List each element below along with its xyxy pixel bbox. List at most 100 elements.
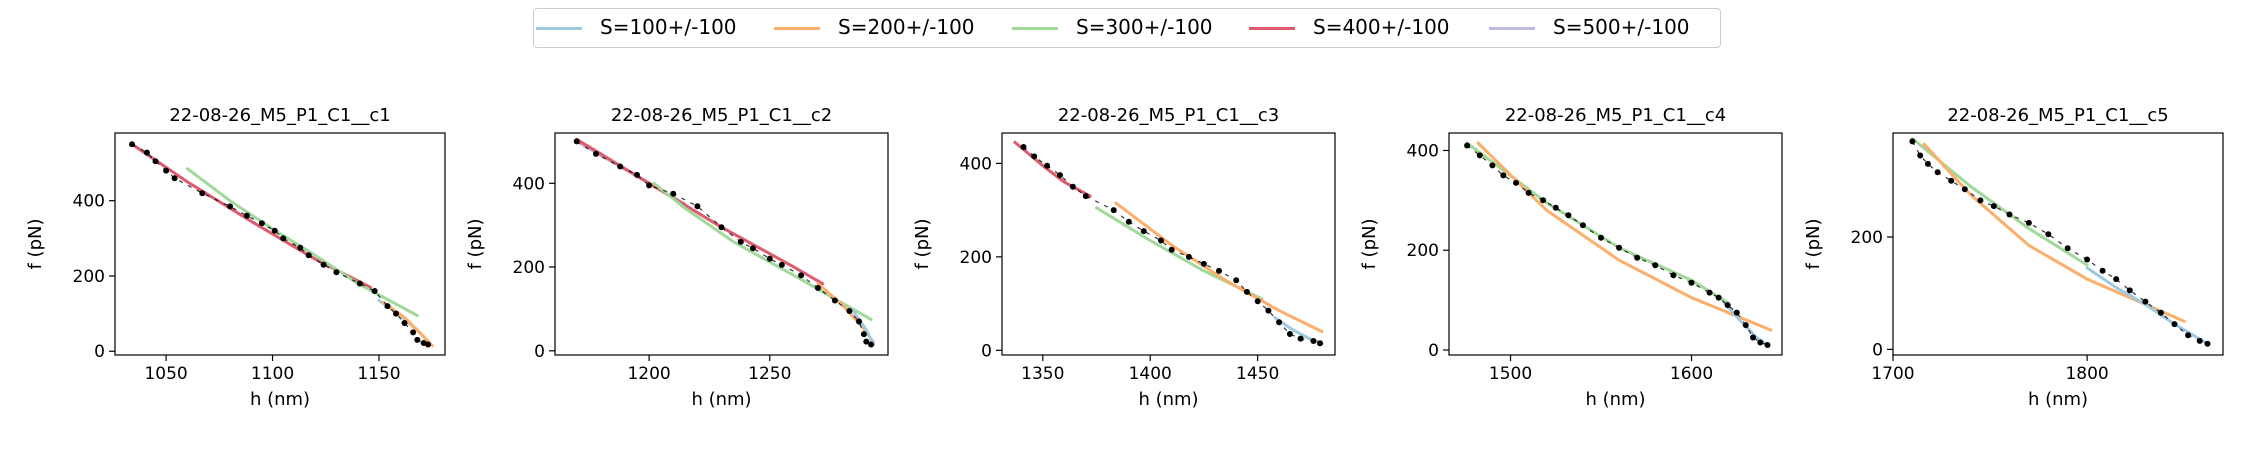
data-point — [280, 235, 287, 242]
data-point — [1724, 302, 1731, 309]
fit-line — [1465, 141, 1730, 305]
data-point — [634, 171, 640, 178]
data-point — [1552, 204, 1559, 211]
fit-line — [1922, 142, 2186, 323]
x-tick-label: 1250 — [748, 364, 791, 384]
data-point — [860, 331, 867, 338]
data-point — [1233, 277, 1240, 284]
data-point — [1990, 203, 1997, 210]
data-point — [152, 158, 159, 165]
data-point — [356, 280, 363, 287]
x-axis-label: h (nm) — [1585, 389, 1645, 410]
subplot-4: 1500 1600 0 200 400 22-08-26_M5_P1_C1__c4h (n… — [1359, 105, 1783, 410]
y-tick-label: 400 — [960, 154, 992, 174]
data-point — [2113, 276, 2120, 283]
data-point — [573, 138, 580, 145]
data-point — [1688, 279, 1695, 286]
subplot-title: 22-08-26_M5_P1_C1__c3 — [1058, 105, 1279, 126]
data-point — [749, 245, 756, 252]
data-point — [1934, 169, 1941, 176]
x-tick-label: 1800 — [2065, 364, 2108, 384]
data-point — [593, 150, 599, 157]
fit-line — [2085, 266, 2209, 346]
data-point — [2196, 337, 2203, 344]
x-tick-label: 1100 — [251, 364, 294, 384]
data-point — [244, 212, 250, 219]
subplot-title: 22-08-26_M5_P1_C1__c1 — [169, 105, 390, 126]
y-tick-label: 0 — [534, 342, 545, 362]
fit-line — [1910, 137, 2089, 267]
data-point — [1924, 160, 1931, 167]
data-point — [737, 238, 744, 245]
data-point — [1265, 307, 1272, 314]
x-tick-label: 1400 — [1129, 364, 1172, 384]
data-point — [1044, 162, 1051, 169]
y-tick-label: 0 — [981, 341, 992, 361]
data-point — [227, 203, 233, 210]
x-tick-label: 1150 — [357, 364, 400, 384]
data-point — [815, 285, 821, 291]
data-point — [1706, 289, 1713, 296]
legend-swatch — [1489, 27, 1535, 30]
data-point — [1579, 222, 1586, 229]
data-point — [1525, 189, 1532, 196]
y-axis-label: f (pN) — [1803, 219, 1824, 270]
data-point — [1757, 339, 1764, 346]
data-point — [1750, 334, 1756, 341]
data-point — [798, 272, 805, 279]
x-tick-label: 1050 — [144, 364, 187, 384]
data-point — [1200, 260, 1207, 267]
y-tick-label: 200 — [1407, 241, 1439, 261]
data-point — [1715, 294, 1722, 301]
y-tick-label: 200 — [513, 258, 545, 278]
data-point — [1158, 237, 1164, 244]
x-tick-label: 1700 — [1871, 364, 1914, 384]
subplot-1: 1050 1100 1150 0 200 400 22-08-26_M5_P1_C1__c1… — [25, 105, 446, 410]
data-point — [1652, 262, 1659, 269]
data-point — [1917, 152, 1924, 159]
x-axis-label: h (nm) — [250, 389, 310, 410]
data-point — [143, 149, 150, 156]
data-point — [694, 203, 701, 210]
data-point — [129, 141, 135, 148]
data-point — [1168, 246, 1175, 253]
data-point — [305, 252, 312, 259]
data-point — [1476, 152, 1483, 159]
legend-label: S=400+/-100 — [1313, 15, 1450, 39]
x-axis-label: h (nm) — [2028, 389, 2088, 410]
data-point — [393, 310, 399, 317]
data-point — [856, 318, 862, 325]
data-point — [1125, 218, 1132, 225]
data-point — [2126, 287, 2133, 294]
axes-frame — [1001, 132, 1336, 356]
data-point — [1057, 172, 1063, 179]
data-point — [384, 303, 391, 310]
data-point — [617, 163, 624, 170]
data-point — [2025, 219, 2032, 226]
data-point — [2185, 332, 2192, 339]
x-tick-label: 1450 — [1236, 364, 1279, 384]
axes-frame — [1448, 132, 1783, 356]
data-point — [320, 261, 327, 268]
data-point — [1764, 342, 1771, 348]
data-point — [1216, 267, 1222, 274]
fit-line — [575, 137, 825, 286]
data-point — [2045, 231, 2052, 238]
data-point — [1082, 193, 1089, 200]
data-point — [1140, 228, 1147, 235]
data-point — [258, 220, 265, 227]
fit-line — [1476, 141, 1773, 332]
legend-swatch — [1249, 27, 1295, 30]
data-point — [1310, 338, 1317, 344]
subplot-2: 1200 1250 0 200 400 22-08-26_M5_P1_C1__c2h (n… — [465, 105, 889, 410]
data-point — [1733, 309, 1740, 316]
y-axis-label: f (pN) — [465, 219, 486, 270]
data-point — [333, 269, 340, 276]
legend: S=100+/-100 S=200+/-100 S=300+/-100 S=40… — [533, 8, 1721, 48]
data-point — [425, 341, 431, 348]
data-point — [1110, 207, 1117, 214]
fit-line — [1114, 201, 1324, 334]
data-point — [199, 190, 206, 197]
data-point — [1742, 322, 1749, 329]
data-point — [1297, 335, 1304, 342]
